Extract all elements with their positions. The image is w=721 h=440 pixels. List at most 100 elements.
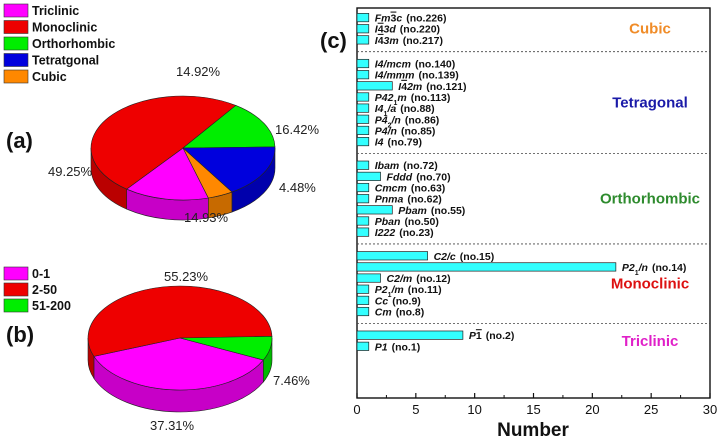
label-number: (no.8)	[396, 307, 425, 319]
label-part-main: P2	[622, 262, 635, 274]
pie-slice-2-50	[87, 285, 273, 357]
bar-row: I4/mmm (no.139)	[356, 70, 459, 82]
bar-row: I43d (no.220)	[356, 24, 440, 36]
label-part-main: Cmcm	[375, 183, 407, 195]
bar	[356, 70, 370, 80]
bar	[356, 171, 381, 181]
bar	[356, 114, 370, 124]
label-part-sub: 1	[635, 269, 639, 276]
legend-item: Tetratgonal	[3, 53, 99, 68]
legend-item: 51-200	[3, 298, 71, 313]
space-group-label: Pnma (no.62)	[375, 194, 442, 206]
bar-row: Pnma (no.62)	[356, 194, 442, 206]
panel-label-a: (a)	[6, 128, 33, 153]
space-group-label: P1 (no.1)	[375, 341, 420, 353]
label-part-main: I222	[375, 227, 396, 239]
bar	[356, 13, 370, 23]
group-label-monoclinic: Monoclinic	[611, 276, 689, 293]
label-number: (no.113)	[411, 92, 451, 104]
pie-slice-triclinic	[126, 147, 209, 201]
label-part-bar: 3	[391, 13, 397, 25]
space-group-label: Fm3c (no.226)	[375, 13, 447, 25]
label-part-main: C2/m	[387, 273, 413, 285]
legend-swatch	[3, 282, 29, 297]
bar	[356, 194, 370, 204]
bar-row: I43m (no.217)	[356, 35, 443, 47]
pie-value-label: 49.25%	[48, 164, 93, 179]
legend-label: Triclinic	[32, 4, 79, 18]
x-tick-label: 10	[467, 402, 481, 417]
legend-swatch	[3, 69, 29, 84]
bar-row: Pban (no.50)	[356, 216, 439, 228]
label-number: (no.86)	[405, 114, 439, 126]
bar-row: I4/mcm (no.140)	[356, 59, 455, 71]
x-axis-label: Number	[497, 420, 569, 440]
label-number: (no.121)	[426, 81, 466, 93]
pie-value-label: 16.42%	[275, 122, 320, 137]
label-number: (no.217)	[403, 35, 443, 47]
label-number: (no.226)	[406, 13, 446, 25]
label-number: (no.15)	[460, 251, 494, 263]
label-part-main: P	[469, 330, 477, 342]
label-number: (no.55)	[431, 205, 465, 217]
space-group-label: Cm (no.8)	[375, 307, 425, 319]
bar	[356, 137, 370, 147]
label-part-main: I4/mmm	[375, 70, 415, 82]
x-tick-label: 20	[585, 402, 599, 417]
label-number: (no.62)	[407, 194, 441, 206]
legend-swatch	[3, 53, 29, 67]
group-label-triclinic: Triclinic	[622, 333, 679, 350]
space-group-label: Pban (no.50)	[375, 216, 439, 228]
label-part-main: I4	[375, 137, 384, 149]
label-part-tail: /a	[386, 103, 396, 115]
label-part-sub: 2	[388, 122, 392, 129]
pie-value-label: 4.48%	[279, 180, 316, 195]
label-number: (no.12)	[416, 273, 450, 285]
bar-row: I41/a (no.88)	[356, 103, 435, 118]
label-part-bar: 4	[401, 81, 407, 93]
pie-slice-tetratgonal	[182, 146, 276, 193]
space-group-label: I43m (no.217)	[375, 35, 443, 47]
pie-a-value-labels: 14.93% 49.25% 14.92% 16.42% 4.48%	[48, 64, 320, 225]
label-number: (no.70)	[416, 171, 450, 183]
label-part-main: I4	[375, 103, 384, 115]
label-part-main: I	[375, 35, 379, 47]
pie-value-label: 14.93%	[184, 210, 229, 225]
label-part-post: 2m	[406, 81, 422, 93]
bar-row: Fddd (no.70)	[356, 171, 451, 183]
label-part-tail: /m	[391, 284, 404, 296]
label-number: (no.50)	[404, 216, 438, 228]
pie-slice-orthorhombic	[182, 105, 276, 149]
bar	[356, 103, 370, 113]
label-part-main: P2	[375, 284, 388, 296]
x-tick-label: 0	[353, 402, 360, 417]
bar-row: P1 (no.2)	[356, 330, 514, 342]
space-group-label: I42m (no.121)	[398, 81, 466, 93]
legend-label: 51-200	[32, 299, 71, 313]
label-part-main: Pnma	[375, 194, 404, 206]
bar-row: C2/c (no.15)	[356, 251, 495, 263]
space-group-label: C2/c (no.15)	[434, 251, 495, 263]
pie-value-label: 37.31%	[150, 418, 195, 433]
space-group-label: I4/mmm (no.139)	[375, 70, 459, 82]
space-group-label: Cc (no.9)	[375, 295, 421, 307]
label-part-tail: /n	[638, 262, 648, 274]
label-part-main: P4/n	[375, 125, 397, 137]
label-part-main: Pbam	[398, 205, 427, 217]
pie-value-label: 14.92%	[176, 64, 221, 79]
bar-row: Fm3c (no.226)	[356, 13, 447, 25]
panel-label-b: (b)	[6, 322, 34, 347]
bar-row: P21/n (no.14)	[356, 262, 686, 276]
label-number: (no.85)	[401, 125, 435, 137]
bar-row: I222 (no.23)	[356, 227, 434, 239]
label-part-main: P42	[375, 92, 394, 104]
legend-item: 2-50	[3, 282, 57, 297]
bar-row: Cmcm (no.63)	[356, 183, 445, 195]
label-number: (no.63)	[411, 183, 445, 195]
legend-label: Cubic	[32, 70, 67, 84]
label-part-main: Ibam	[375, 160, 400, 172]
space-group-label: I4 (no.79)	[375, 137, 422, 149]
pie-slice-0-1	[93, 337, 264, 391]
